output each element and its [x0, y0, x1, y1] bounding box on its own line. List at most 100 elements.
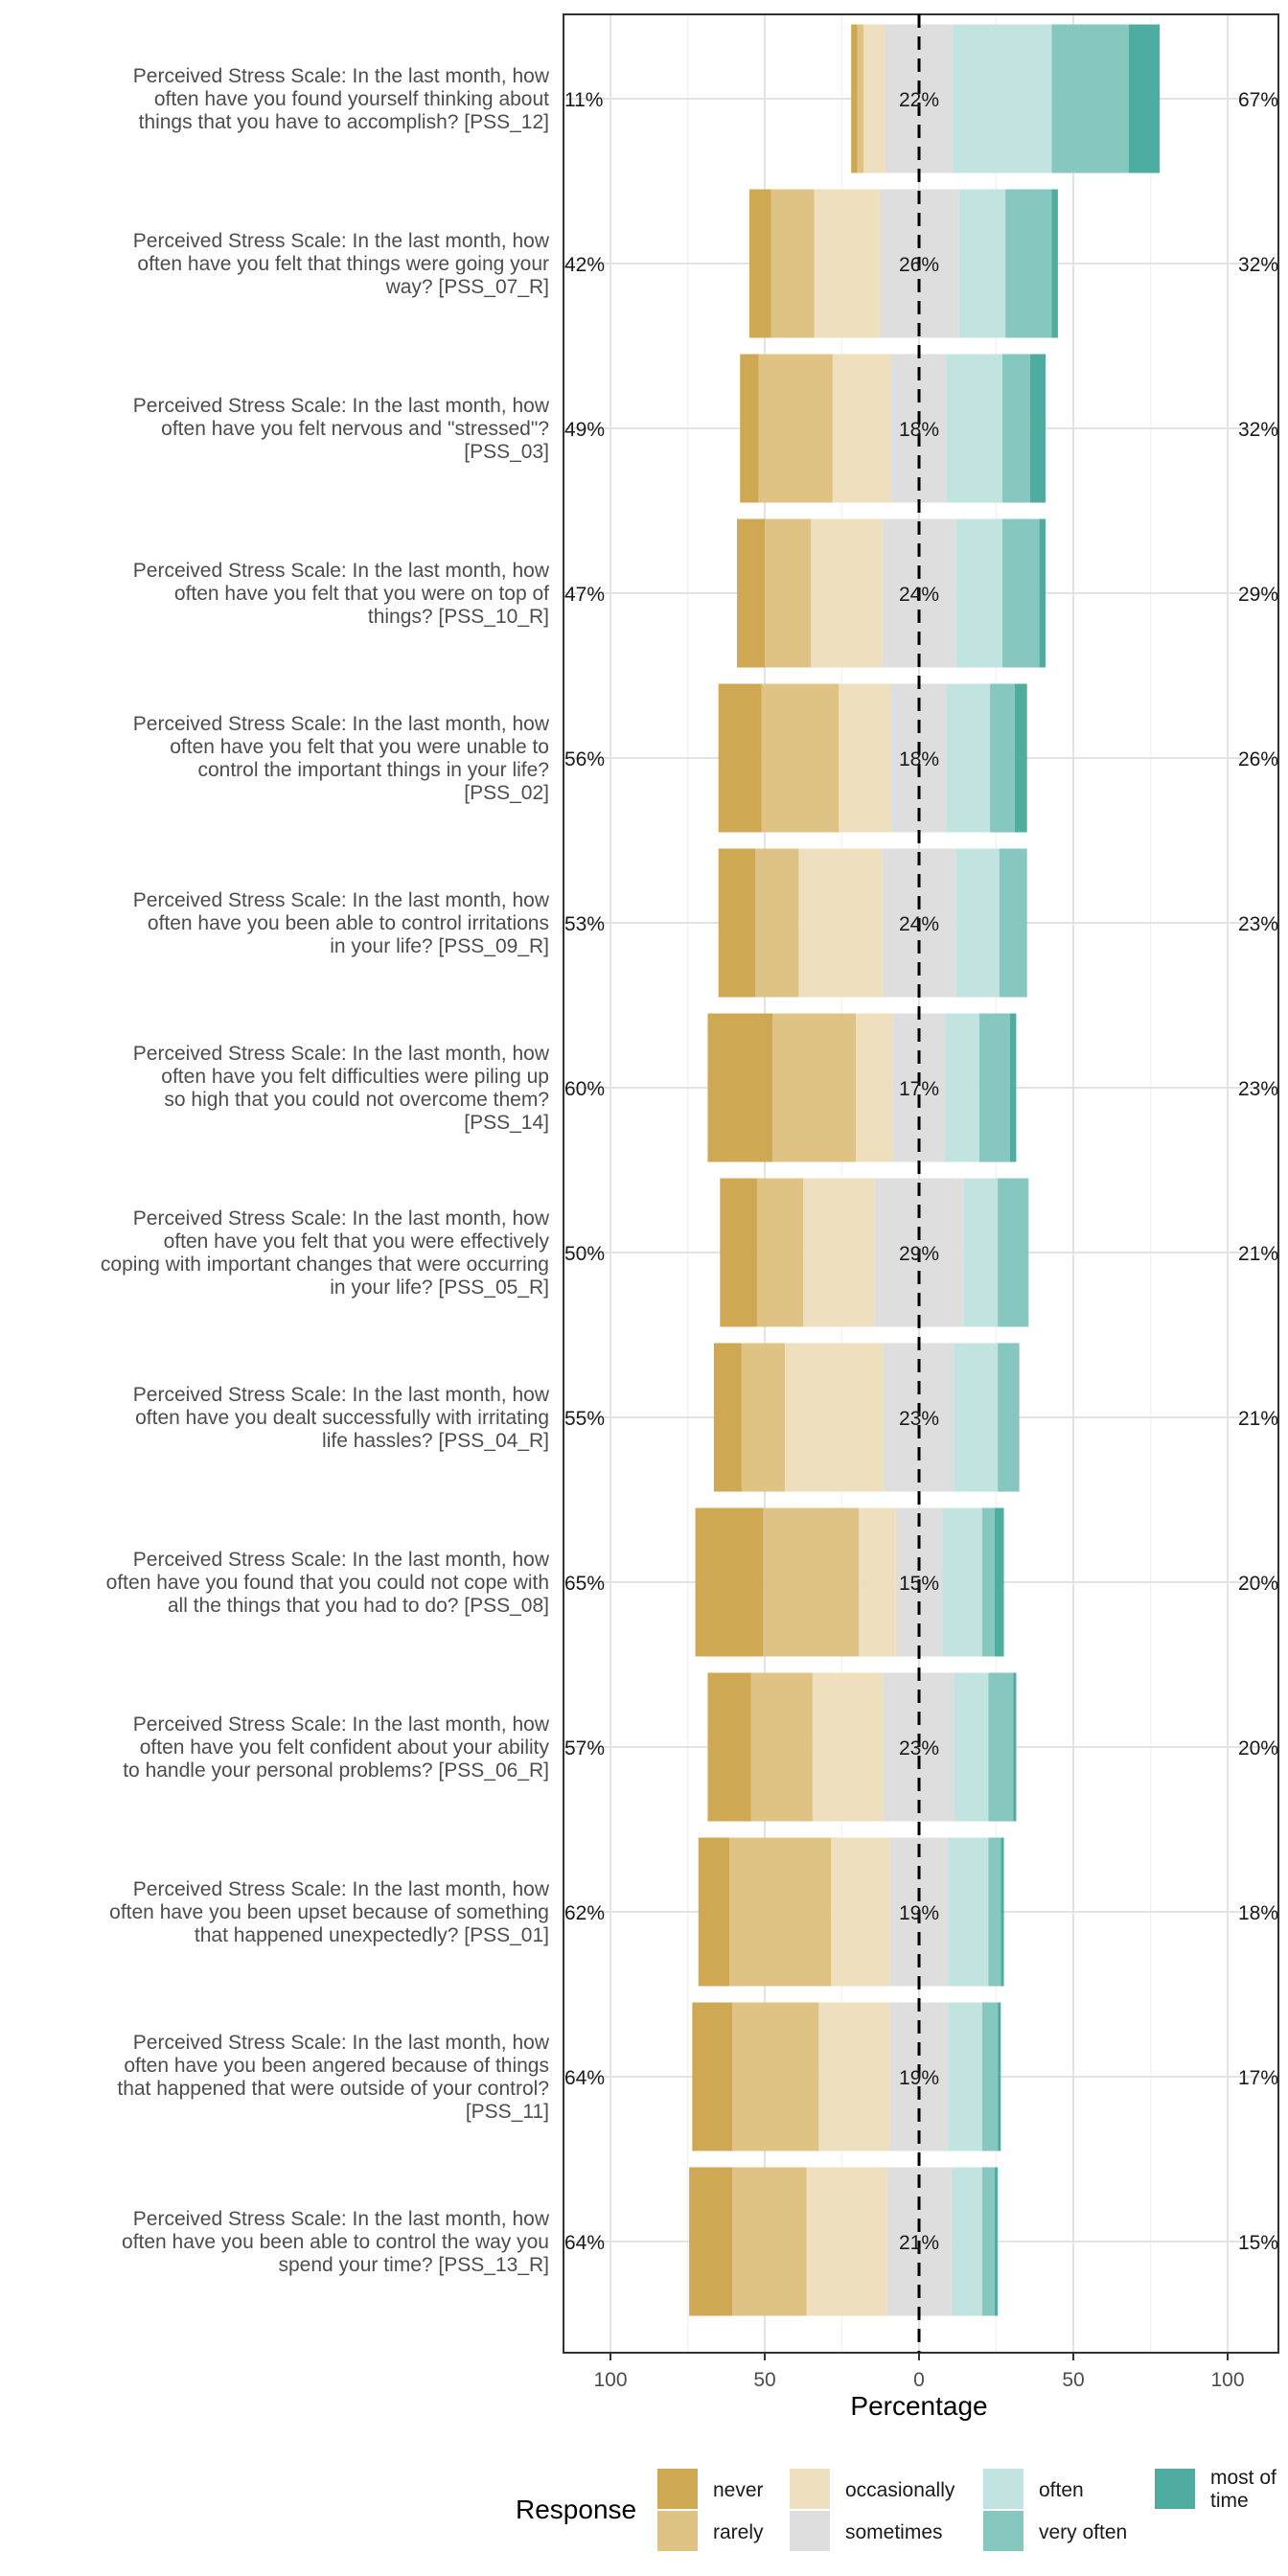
item-label-line: Perceived Stress Scale: In the last mont… — [133, 1549, 550, 1571]
left-percent-label: 50% — [564, 1243, 605, 1265]
bar-segment-most-of-time — [1000, 1837, 1004, 1987]
left-percent-label: 62% — [564, 1902, 605, 1924]
bar-segment-never — [692, 2002, 733, 2151]
bar-segment-often — [948, 1837, 989, 1987]
bar-row — [720, 1178, 1029, 1327]
bars — [689, 24, 1161, 2316]
bar-segment-most-of-time — [1013, 1672, 1017, 1822]
bar-segment-occasionally — [855, 1013, 893, 1162]
item-label-line: Perceived Stress Scale: In the last mont… — [133, 889, 550, 911]
bar-segment-occasionally — [863, 24, 886, 173]
item-label-line: life hassles? [PSS_04_R] — [322, 1430, 549, 1452]
bar-segment-occasionally — [814, 189, 880, 338]
bar-segment-most-of-time — [1128, 24, 1161, 173]
bar-segment-never — [720, 1178, 757, 1327]
legend-label: sometimes — [845, 2521, 943, 2543]
bar-segment-often — [955, 848, 1000, 998]
legend-label: often — [1039, 2479, 1084, 2501]
center-percent-label: 18% — [899, 748, 939, 770]
center-percent-label: 21% — [899, 2232, 939, 2254]
bar-segment-often — [954, 1343, 999, 1492]
item-label-line: Perceived Stress Scale: In the last mont… — [133, 1208, 550, 1230]
bar-segment-often — [955, 518, 1002, 668]
legend-item-often: often — [983, 2469, 1084, 2509]
bar-segment-never — [698, 1837, 729, 1987]
legend-swatch — [1155, 2469, 1195, 2509]
item-label-line: Perceived Stress Scale: In the last mont… — [133, 560, 550, 582]
item-label-line: things that you have to accomplish? [PSS… — [139, 111, 549, 133]
x-tick-label: 50 — [753, 2369, 775, 2391]
center-percent-label: 17% — [899, 1078, 939, 1100]
legend-swatch — [657, 2511, 698, 2551]
bar-row — [689, 2167, 999, 2316]
legend-label: very often — [1039, 2521, 1127, 2543]
item-label-line: often have you dealt successfully with i… — [135, 1407, 549, 1429]
x-tick-label: 50 — [1062, 2369, 1084, 2391]
item-label-line: often have you been able to control irri… — [148, 912, 549, 934]
item-label-line: often have you felt nervous and "stresse… — [161, 418, 549, 440]
item-label-line: all the things that you had to do? [PSS_… — [168, 1595, 549, 1617]
item-label-line: often have you found yourself thinking a… — [154, 88, 549, 110]
item-label-line: often have you felt that you were effect… — [164, 1230, 550, 1253]
bar-row — [737, 518, 1046, 668]
item-label-line: Perceived Stress Scale: In the last mont… — [133, 1878, 550, 1900]
bar-segment-often — [953, 24, 1052, 173]
item-label-line: often have you found that you could not … — [106, 1572, 549, 1594]
right-percent-label: 67% — [1238, 89, 1278, 111]
left-percent-label: 60% — [564, 1078, 605, 1100]
right-percent-label: 18% — [1238, 1902, 1278, 1924]
bar-segment-most-of-time — [1039, 518, 1046, 668]
right-percent-label: 15% — [1238, 2232, 1278, 2254]
right-percent-label: 23% — [1238, 913, 1278, 935]
bar-segment-never — [718, 848, 756, 998]
item-label-line: Perceived Stress Scale: In the last mont… — [133, 713, 550, 735]
right-percent-label: 32% — [1238, 419, 1278, 441]
panel-border — [563, 13, 1279, 2354]
item-label-line: [PSS_02] — [464, 782, 549, 804]
bar-segment-never — [737, 518, 765, 668]
bar-segment-very-often — [990, 683, 1015, 833]
item-label-line: control the important things in your lif… — [197, 759, 549, 781]
bar-segment-very-often — [999, 848, 1027, 998]
item-label-line: Perceived Stress Scale: In the last mont… — [133, 230, 550, 252]
left-percent-label: 42% — [564, 254, 605, 276]
bar-segment-most-of-time — [1009, 1013, 1017, 1162]
legend-swatch — [983, 2511, 1024, 2551]
legend: Response never rarely occasionally sometime… — [516, 2467, 1276, 2551]
bar-segment-occasionally — [832, 354, 892, 503]
item-labels: Perceived Stress Scale: In the last mont… — [101, 65, 550, 2276]
center-percent-label: 26% — [899, 254, 939, 276]
item-label-line: Perceived Stress Scale: In the last mont… — [133, 395, 550, 417]
bar-segment-rarely — [761, 683, 840, 833]
item-label-line: often have you felt confident about your… — [140, 1736, 550, 1759]
bar-segment-very-often — [1005, 189, 1052, 338]
item-label-line: Perceived Stress Scale: In the last mont… — [133, 65, 550, 87]
bar-segment-occasionally — [811, 518, 883, 668]
legend-label: rarely — [713, 2521, 764, 2543]
item-label-line: often have you been able to control the … — [122, 2231, 549, 2253]
bar-segment-never — [851, 24, 858, 173]
percentage-labels: 11% 22% 67% 42% 26% 32% 49% 18% 32% 47% 24% 29% 56% 1… — [564, 89, 1278, 2254]
bar-segment-often — [958, 189, 1006, 338]
legend-item-rarely: rarely — [657, 2511, 764, 2551]
item-label-line: [PSS_03] — [464, 441, 549, 463]
left-percent-label: 56% — [564, 748, 605, 770]
left-percent-label: 55% — [564, 1408, 605, 1430]
bar-segment-occasionally — [839, 683, 892, 833]
bar-segment-often — [951, 2167, 983, 2316]
right-percent-label: 21% — [1238, 1243, 1278, 1265]
bar-segment-rarely — [857, 24, 864, 173]
center-percent-label: 19% — [899, 2067, 939, 2089]
right-percent-label: 32% — [1238, 254, 1278, 276]
legend-item-occasionally: occasionally — [790, 2469, 955, 2509]
x-tick-label: 100 — [1210, 2369, 1244, 2391]
bar-segment-never — [695, 1507, 764, 1657]
bar-segment-rarely — [763, 1507, 860, 1657]
bar-segment-never — [707, 1672, 751, 1822]
bar-segment-often — [946, 354, 1002, 503]
left-percent-label: 49% — [564, 419, 605, 441]
bar-segment-rarely — [732, 2167, 807, 2316]
bar-segment-very-often — [998, 1343, 1020, 1492]
center-percent-label: 23% — [899, 1408, 939, 1430]
bar-row — [707, 1013, 1017, 1162]
